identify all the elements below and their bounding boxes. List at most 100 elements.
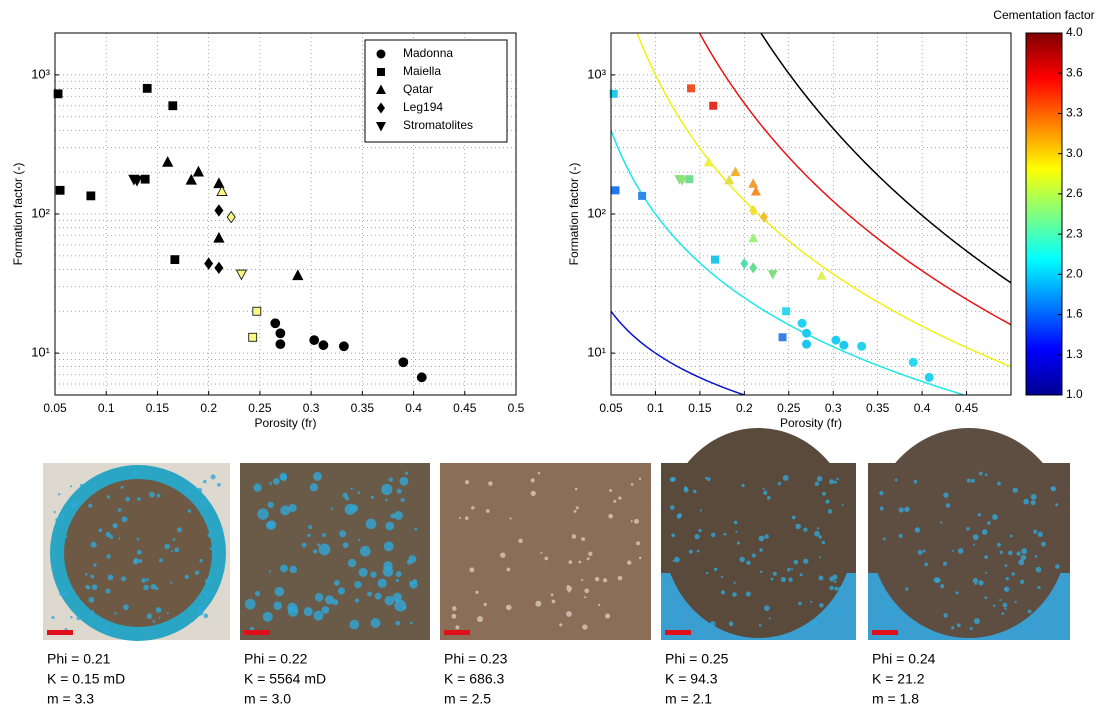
photo-grain [203,590,207,595]
photo-grain [945,503,951,508]
photo-grain [133,559,139,565]
photo-caption: Phi = 0.25 [665,651,729,667]
point [711,255,719,264]
x-tick-label: 0.25 [248,401,272,415]
photo-grain [59,591,65,597]
photo-grain [1009,534,1013,538]
photo-grain [197,605,204,612]
photo-grain [370,571,377,578]
photo-grain [70,616,73,619]
photo-grain [814,481,820,487]
photo-sample [870,428,1068,638]
photo-grain [370,495,374,499]
photo-grain [1037,531,1043,537]
photo-grain [358,567,368,577]
photo-caption: m = 3.3 [47,691,94,706]
photo-grain [1001,612,1005,615]
photo-grain [540,551,543,554]
photo-grain [763,490,768,495]
photo-grain [877,620,884,627]
photo-caption: m = 1.8 [872,691,919,706]
photo-grain [333,580,340,586]
point [270,318,281,329]
photo-caption: Phi = 0.21 [47,651,111,667]
photo-grain [395,598,400,603]
point [168,101,178,111]
photo-grain [971,478,975,483]
x-tick-label: 0.05 [599,401,623,415]
point [416,372,427,383]
photo-grain [301,542,307,548]
photo-grain [402,605,407,610]
photo-grain [114,612,117,615]
photo-grain [313,610,324,621]
photo-grain [582,624,588,630]
photo-grain [886,611,892,617]
colorbar-tick-label: 2.6 [1066,186,1083,200]
photo-grain [394,511,403,520]
photo-grain [588,551,593,557]
photo-grain [475,590,479,594]
photo-grain [384,595,395,606]
photo-grain [170,581,173,584]
photo-grain [91,610,95,613]
photo-grain [203,613,209,619]
photo-grain [1005,576,1009,581]
photo-grain [313,471,323,481]
photo-grain [1004,586,1010,592]
photo-grain [138,559,143,564]
photo-grain [914,527,921,533]
photo-grain [85,584,89,589]
photo-grain [406,559,413,565]
photo-grain [62,591,69,597]
photo-grain [987,521,991,525]
scale-bar [244,630,270,635]
photo-grain [530,478,535,483]
x-tick-label: 0.3 [303,401,320,415]
photo-grain [972,543,975,546]
photo-grain [76,616,81,621]
photo-grain [633,518,639,524]
photo-grain [390,513,396,519]
photo-grain [518,538,523,544]
photo-grain [51,615,55,620]
photo-grain [370,618,381,628]
point [730,166,741,177]
photo-grain [149,491,155,498]
point [142,83,152,93]
photo-grain [145,578,149,582]
photo-grain [818,575,824,581]
photo-grain [262,611,273,622]
point [214,261,224,275]
legend-marker [377,68,385,76]
x-tick-label: 0.05 [43,401,67,415]
photo-grain [777,481,782,486]
photo-grain [764,534,769,539]
photo-grain [559,623,563,627]
photo-grain [269,482,273,485]
photo-grain [289,565,298,574]
photo-grain [388,477,394,482]
photo-grain [55,517,60,523]
photo-grain [943,613,948,618]
point [213,231,225,243]
photo-grain [972,534,979,541]
point [292,269,304,281]
photo-grain [1012,487,1018,493]
photo-grain [692,489,697,494]
photo-grain [309,483,319,492]
photo-grain [573,509,577,513]
point [797,318,807,328]
photo-grain [530,490,536,497]
photo-grain [568,590,571,593]
photo-grain [1023,498,1029,505]
point [740,258,749,270]
photo-grain [106,495,111,499]
legend-marker [377,102,385,114]
photo-grain [399,476,409,486]
photo-grain [345,496,350,501]
photo-grain [136,537,140,541]
photo-grain [698,528,702,533]
photo-grain [829,479,835,485]
